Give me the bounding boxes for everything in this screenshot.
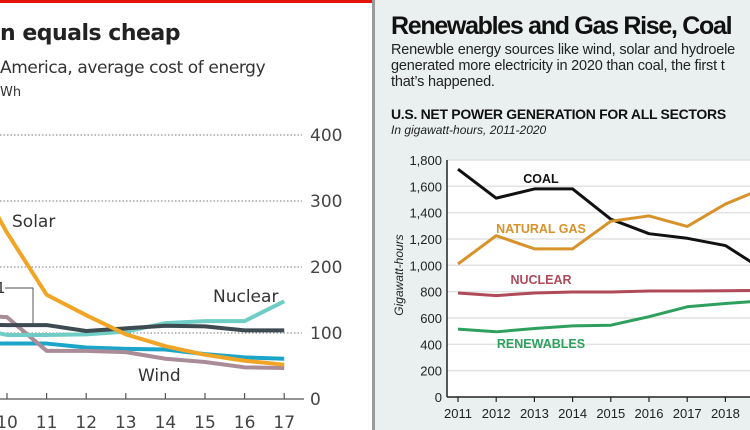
- series-label-nuclear: Nuclear: [213, 287, 278, 307]
- x-tick-label: 16: [234, 413, 256, 430]
- y-tick-label: 400: [420, 337, 442, 352]
- series-label: NATURAL GAS: [496, 222, 586, 236]
- x-tick-label: 12: [75, 413, 97, 430]
- series-label: COAL: [523, 172, 559, 186]
- y-tick-label: 0: [435, 390, 442, 405]
- series-line: [457, 289, 750, 298]
- x-tick-label: 2016: [635, 406, 664, 421]
- y-axis-label: Gigawatt-hours: [392, 234, 406, 315]
- x-tick-label: 14: [155, 413, 177, 430]
- series-label: RENEWABLES: [497, 337, 585, 351]
- left-chart-unit: Wh: [0, 85, 22, 100]
- y-tick-label: 200: [310, 258, 342, 278]
- y-tick-label: 0: [310, 390, 321, 410]
- x-tick-label: 2011: [444, 406, 472, 421]
- series-line: [0, 215, 285, 367]
- plot-background: [447, 160, 750, 397]
- right-chart-plot: 0 200 400 600 800 1,000 1,200 1,400 1,600 1,800 20…: [392, 153, 750, 421]
- subtitle-line: Renewble energy sources like wind, solar…: [391, 42, 736, 58]
- x-tick-label: 15: [194, 413, 216, 430]
- series-line: [0, 322, 285, 334]
- x-tick-label: 2017: [673, 406, 702, 421]
- series-line: [0, 314, 285, 370]
- x-tick-label: 11: [36, 413, 58, 430]
- series-line: [0, 341, 285, 361]
- annotation-callout-line: [5, 287, 34, 325]
- panel-divider: [372, 0, 375, 430]
- left-chart-title: n equals cheap: [0, 21, 181, 46]
- left-chart-plot: 0 100 200 300 400 10 11 12 13 14 15 16 17 1 Solar Nucle…: [0, 126, 342, 430]
- series-line: [457, 192, 750, 266]
- subtitle-line: generated more electricity in 2020 than …: [391, 58, 725, 74]
- series-line: [457, 167, 750, 264]
- right-chart-title: Renewables and Gas Rise, Coal: [391, 12, 733, 40]
- x-tick-label: 2013: [520, 406, 549, 421]
- x-tick-label: 17: [273, 413, 295, 430]
- y-tick-label: 1,600: [409, 179, 442, 194]
- series-label-solar: Solar: [12, 212, 55, 232]
- y-tick-label: 1,400: [409, 206, 442, 221]
- right-chart-subtitle: Renewble energy sources like wind, solar…: [391, 42, 750, 90]
- right-chart-panel: Renewables and Gas Rise, Coal Renewble e…: [375, 0, 750, 430]
- y-tick-label: 800: [420, 285, 442, 300]
- right-chart-unit: In gigawatt-hours, 2011-2020: [391, 123, 547, 137]
- y-tick-label: 1,200: [409, 232, 442, 247]
- left-chart-subtitle: America, average cost of energy: [0, 58, 266, 78]
- y-tick-label: 1,800: [409, 153, 442, 168]
- y-tick-label: 600: [420, 311, 442, 326]
- right-chart-heading: U.S. NET POWER GENERATION FOR ALL SECTOR…: [391, 106, 726, 122]
- y-tick-label: 100: [310, 324, 342, 344]
- y-tick-label: 200: [420, 364, 442, 379]
- left-chart-panel: n equals cheap America, average cost of …: [0, 0, 372, 430]
- y-tick-label: 1,000: [409, 258, 442, 273]
- x-tick-label: 13: [115, 413, 137, 430]
- series-line: [0, 299, 286, 337]
- x-tick-label: 2015: [596, 406, 625, 421]
- y-tick-label: 400: [310, 126, 342, 146]
- series-line: [457, 300, 750, 334]
- x-tick-label: 2012: [482, 406, 511, 421]
- x-tick-label: 2014: [558, 406, 587, 421]
- x-tick-label: 2018: [711, 406, 740, 421]
- series-label: NUCLEAR: [510, 273, 571, 287]
- x-tick-label: 10: [0, 413, 18, 430]
- y-tick-label: 300: [310, 192, 342, 212]
- series-label-wind: Wind: [138, 366, 181, 386]
- subtitle-line: that’s happened.: [391, 74, 495, 90]
- annotation-label: 1: [0, 279, 6, 297]
